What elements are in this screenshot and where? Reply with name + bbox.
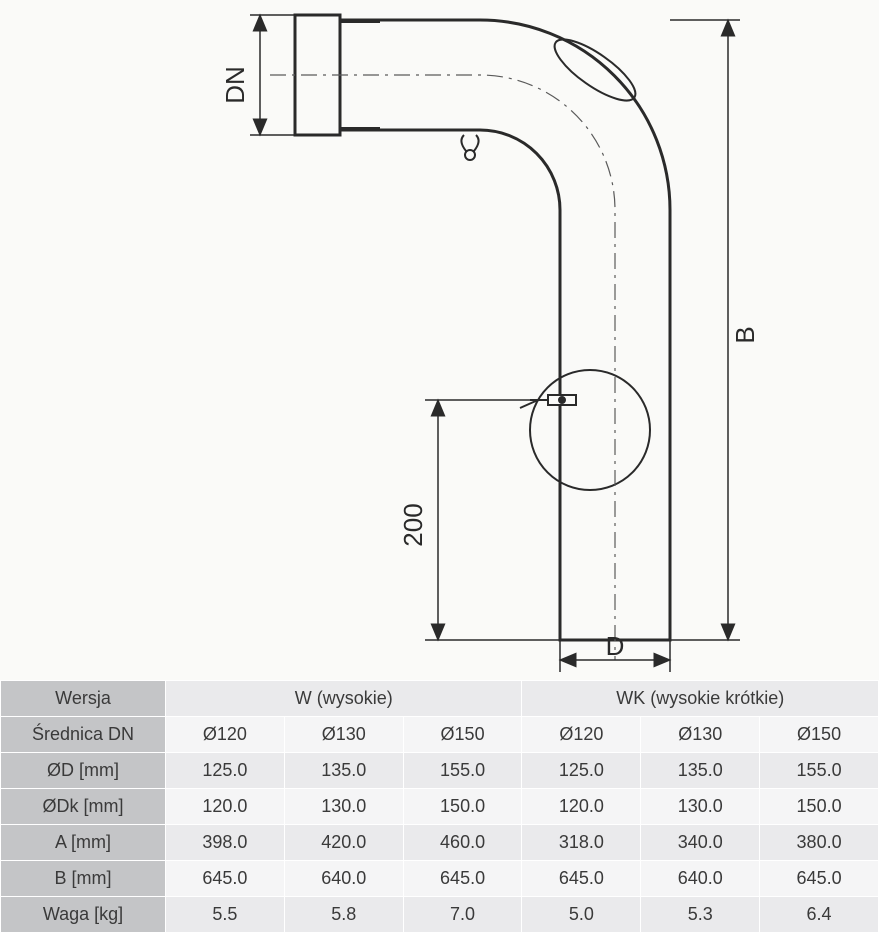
cell: 6.4 [760,897,879,933]
row-waga: Waga [kg] 5.5 5.8 7.0 5.0 5.3 6.4 [1,897,879,933]
cell: 420.0 [284,825,403,861]
spec-table: Wersja W (wysokie) WK (wysokie krótkie) … [0,680,879,933]
cell: 135.0 [284,753,403,789]
cell: 380.0 [760,825,879,861]
group-w: W (wysokie) [166,681,522,717]
row-od: ØD [mm] 125.0 135.0 155.0 125.0 135.0 15… [1,753,879,789]
cell: Ø150 [403,717,522,753]
cell: 7.0 [403,897,522,933]
cell: 130.0 [641,789,760,825]
rowlabel-odk: ØDk [mm] [1,789,166,825]
group-wk: WK (wysokie krótkie) [522,681,879,717]
cell: 155.0 [760,753,879,789]
cell: 150.0 [760,789,879,825]
cell: 125.0 [522,753,641,789]
cell: 150.0 [403,789,522,825]
dim-label-b: B [730,326,760,343]
cell: 125.0 [166,753,285,789]
dim-label-d: D [606,631,625,661]
row-odk: ØDk [mm] 120.0 130.0 150.0 120.0 130.0 1… [1,789,879,825]
cell: 5.5 [166,897,285,933]
cell: 640.0 [284,861,403,897]
row-a: A [mm] 398.0 420.0 460.0 318.0 340.0 380… [1,825,879,861]
dim-label-200: 200 [398,503,428,546]
cell: 120.0 [522,789,641,825]
cell: 460.0 [403,825,522,861]
cell: 645.0 [760,861,879,897]
rowlabel-wersja: Wersja [1,681,166,717]
cell: 135.0 [641,753,760,789]
cell: Ø130 [641,717,760,753]
dim-label-dn: DN [220,66,250,104]
technical-drawing: DN B D 200 [0,0,879,680]
row-b: B [mm] 645.0 640.0 645.0 645.0 640.0 645… [1,861,879,897]
rowlabel-waga: Waga [kg] [1,897,166,933]
cell: Ø120 [522,717,641,753]
cell: Ø130 [284,717,403,753]
cell: 130.0 [284,789,403,825]
cell: 155.0 [403,753,522,789]
cell: 5.8 [284,897,403,933]
cell: 5.3 [641,897,760,933]
pipe-elbow-svg: DN B D 200 [0,0,879,680]
cell: 645.0 [166,861,285,897]
cell: 318.0 [522,825,641,861]
cell: 120.0 [166,789,285,825]
cell: Ø150 [760,717,879,753]
rowlabel-b: B [mm] [1,861,166,897]
cell: Ø120 [166,717,285,753]
cell: 5.0 [522,897,641,933]
cell: 640.0 [641,861,760,897]
cell: 645.0 [403,861,522,897]
rowlabel-dn: Średnica DN [1,717,166,753]
rowlabel-od: ØD [mm] [1,753,166,789]
cell: 645.0 [522,861,641,897]
cell: 340.0 [641,825,760,861]
cell: 398.0 [166,825,285,861]
row-dn: Średnica DN Ø120 Ø130 Ø150 Ø120 Ø130 Ø15… [1,717,879,753]
row-version: Wersja W (wysokie) WK (wysokie krótkie) [1,681,879,717]
rowlabel-a: A [mm] [1,825,166,861]
